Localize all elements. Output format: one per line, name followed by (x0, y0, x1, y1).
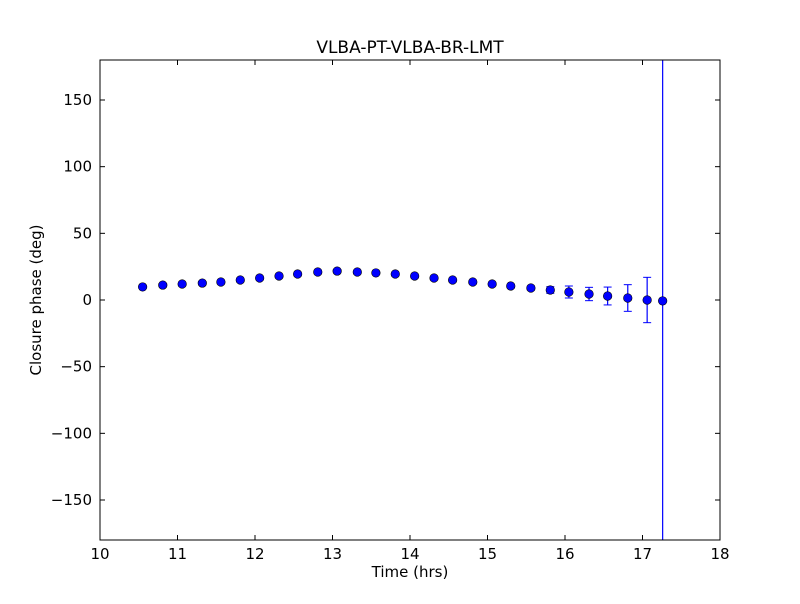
data-point (642, 295, 652, 305)
x-tick-label: 15 (478, 545, 497, 563)
data-point (487, 279, 497, 289)
data-point (623, 293, 633, 303)
data-point (158, 280, 168, 290)
data-point (138, 282, 148, 292)
data-point (371, 268, 381, 278)
y-tick-label: 100 (63, 158, 92, 176)
data-point (658, 296, 668, 306)
y-tick-label: −100 (51, 424, 92, 442)
data-point (584, 289, 594, 299)
data-point (235, 275, 245, 285)
data-point (255, 273, 265, 283)
y-axis-label: Closure phase (deg) (27, 225, 45, 376)
y-tick-label: 50 (73, 224, 92, 242)
data-point (410, 271, 420, 281)
data-point (352, 267, 362, 277)
x-tick-label: 11 (168, 545, 187, 563)
data-point (216, 277, 226, 287)
x-axis-label: Time (hrs) (371, 563, 449, 581)
y-tick-label: −150 (51, 491, 92, 509)
data-point (468, 277, 478, 287)
data-point (390, 269, 400, 279)
x-tick-label: 12 (245, 545, 264, 563)
data-point (197, 278, 207, 288)
x-tick-label: 13 (323, 545, 342, 563)
data-point (603, 291, 613, 301)
y-tick-label: 0 (82, 291, 92, 309)
data-point (274, 271, 284, 281)
x-tick-label: 16 (555, 545, 574, 563)
data-point (448, 275, 458, 285)
data-point (177, 279, 187, 289)
data-point (506, 281, 516, 291)
chart-title: VLBA-PT-VLBA-BR-LMT (316, 38, 504, 58)
data-point (293, 269, 303, 279)
data-point (545, 285, 555, 295)
data-point (332, 266, 342, 276)
data-point (313, 267, 323, 277)
y-tick-label: 150 (63, 91, 92, 109)
x-tick-label: 10 (90, 545, 109, 563)
x-tick-label: 17 (633, 545, 652, 563)
data-point (564, 287, 574, 297)
data-point (429, 273, 439, 283)
plot-frame (99, 59, 721, 541)
x-tick-label: 14 (400, 545, 419, 563)
x-tick-label: 18 (710, 545, 729, 563)
y-tick-label: −50 (60, 358, 92, 376)
data-point (526, 283, 536, 293)
